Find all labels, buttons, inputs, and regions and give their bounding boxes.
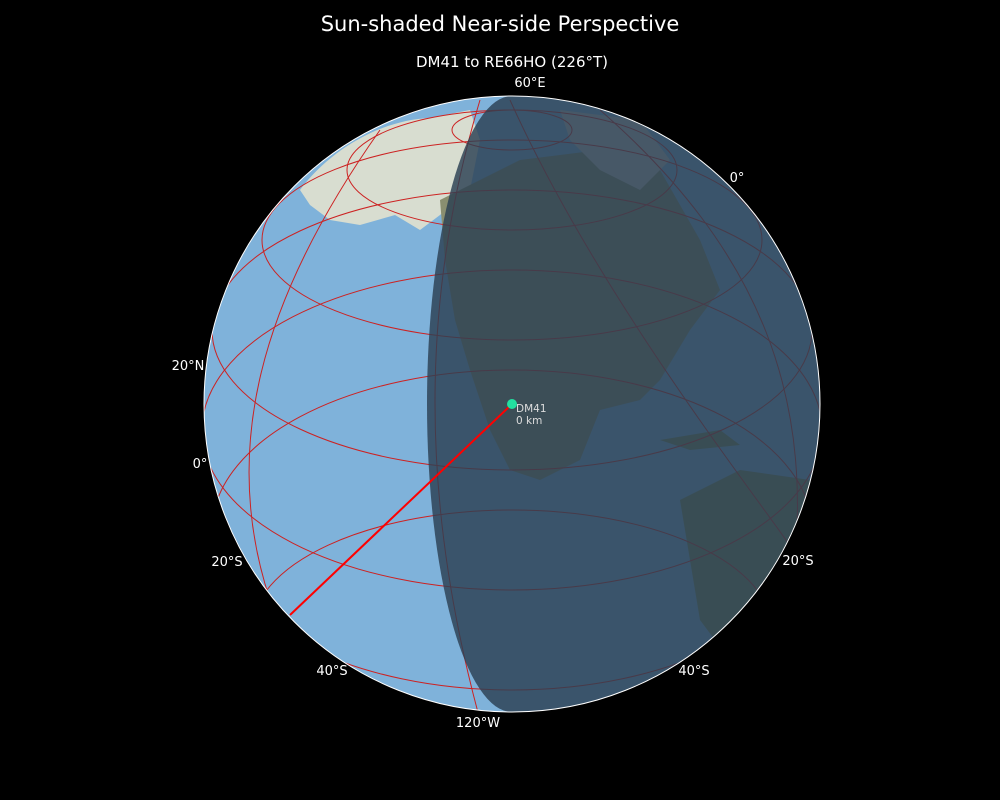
marker-distance: 0 km bbox=[516, 415, 542, 427]
night-shading bbox=[427, 96, 820, 712]
label-0-left: 0° bbox=[193, 457, 208, 472]
map-title: Sun-shaded Near-side Perspective bbox=[320, 12, 680, 36]
label-120w: 120°W bbox=[456, 716, 500, 731]
map-subtitle: DM41 to RE66HO (226°T) bbox=[415, 53, 608, 71]
label-20s-right: 20°S bbox=[782, 554, 813, 569]
globe-outline bbox=[203, 95, 821, 713]
land-alaska bbox=[300, 110, 480, 230]
label-0-top: 0° bbox=[730, 171, 745, 186]
label-20s-left: 20°S bbox=[211, 555, 242, 570]
label-60e: 60°E bbox=[514, 76, 545, 91]
great-circle-path bbox=[289, 403, 513, 616]
marker-name: DM41 bbox=[516, 403, 547, 415]
location-marker[interactable] bbox=[507, 399, 517, 409]
label-20n: 20°N bbox=[172, 359, 205, 374]
label-40s-left: 40°S bbox=[316, 664, 347, 679]
label-40s-right: 40°S bbox=[678, 664, 709, 679]
